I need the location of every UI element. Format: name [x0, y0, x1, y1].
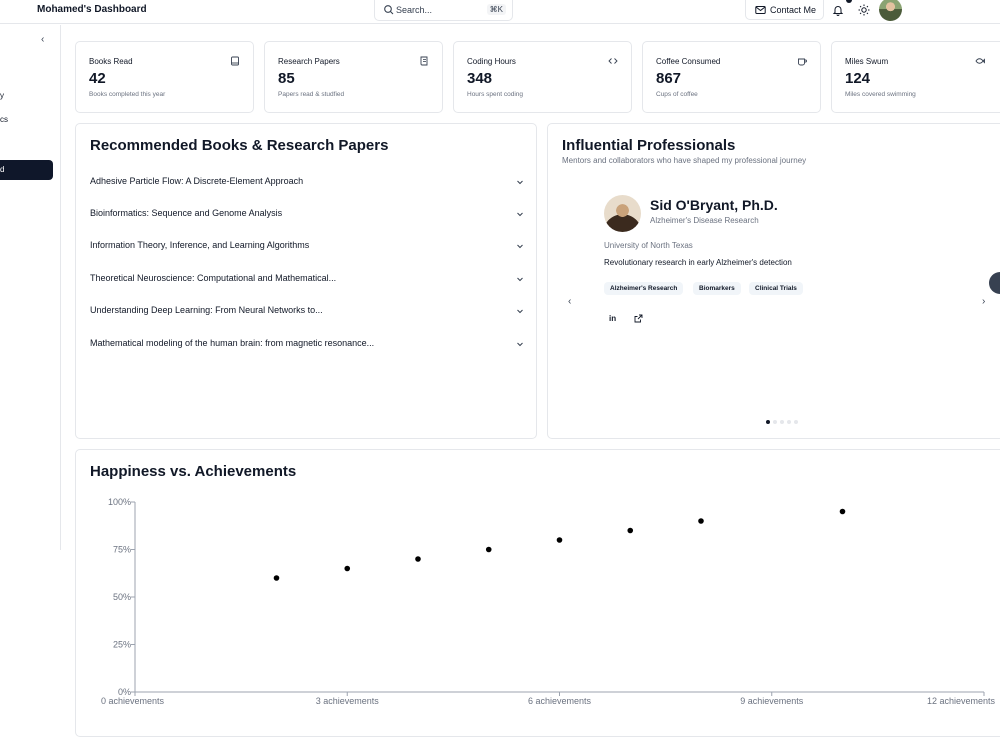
- professional-field: Alzheimer's Disease Research: [650, 216, 759, 225]
- stat-card-research-papers: Research Papers 85 Papers read & studfie…: [264, 41, 443, 113]
- notification-dot: [846, 0, 852, 3]
- tag-badge: Biomarkers: [693, 282, 741, 295]
- bell-icon[interactable]: [832, 4, 844, 16]
- professional-university: University of North Texas: [604, 241, 693, 250]
- contact-me-button[interactable]: Contact Me: [745, 0, 824, 20]
- professionals-subtitle: Mentors and collaborators who have shape…: [562, 156, 807, 165]
- chevron-down-icon: [517, 342, 523, 347]
- coffee-icon: [798, 58, 807, 66]
- book-icon: [231, 56, 239, 66]
- book-title: Mathematical modeling of the human brain…: [90, 338, 375, 348]
- book-item[interactable]: Adhesive Particle Flow: A Discrete-Eleme…: [90, 176, 524, 192]
- stat-description: Cups of coffee: [656, 91, 698, 98]
- professional-name: Sid O'Bryant, Ph.D.: [650, 197, 778, 213]
- sidebar-item-fragment-1[interactable]: y: [0, 91, 4, 100]
- book-item[interactable]: Understanding Deep Learning: From Neural…: [90, 305, 524, 321]
- chevron-down-icon: [517, 309, 523, 314]
- book-title: Understanding Deep Learning: From Neural…: [90, 305, 323, 315]
- chevron-down-icon: [517, 212, 523, 217]
- sidebar-item-fragment-2[interactable]: cs: [0, 115, 8, 124]
- chevron-down-icon: [517, 180, 523, 185]
- stat-label: Miles Swum: [845, 57, 889, 66]
- chart-card: Happiness vs. Achievements: [75, 449, 1000, 737]
- carousel-dot[interactable]: [780, 420, 784, 424]
- tag-badge: Alzheimer's Research: [604, 282, 684, 295]
- scroll-icon: [420, 56, 428, 66]
- search-icon: [384, 5, 394, 15]
- book-item[interactable]: Bioinformatics: Sequence and Genome Anal…: [90, 208, 524, 224]
- professionals-title: Influential Professionals: [562, 137, 736, 154]
- stat-description: Papers read & studfied: [278, 91, 345, 98]
- books-card: Recommended Books & Research Papers Adhe…: [75, 123, 537, 439]
- stat-label: Research Papers: [278, 57, 340, 66]
- carousel-dot[interactable]: [787, 420, 791, 424]
- stat-label: Coffee Consumed: [656, 57, 721, 66]
- book-title: Bioinformatics: Sequence and Genome Anal…: [90, 208, 283, 218]
- sun-icon[interactable]: [858, 4, 870, 16]
- side-widget-button[interactable]: [989, 272, 1000, 294]
- carousel-dot[interactable]: [773, 420, 777, 424]
- stat-description: Hours spent coding: [467, 91, 524, 98]
- book-title: Information Theory, Inference, and Learn…: [90, 240, 310, 250]
- book-title: Theoretical Neuroscience: Computational …: [90, 273, 337, 283]
- stat-value: 124: [845, 70, 871, 87]
- stat-card-coding-hours: Coding Hours 348 Hours spent coding: [453, 41, 632, 113]
- sidebar-item-active[interactable]: d: [0, 160, 53, 180]
- stat-label: Coding Hours: [467, 57, 516, 66]
- stat-label: Books Read: [89, 57, 133, 66]
- professionals-card: Influential Professionals Mentors and co…: [547, 123, 1000, 439]
- search-button[interactable]: Search... ⌘K: [374, 0, 513, 21]
- dashboard-title: Mohamed's Dashboard: [37, 4, 147, 15]
- carousel-next-button[interactable]: ›: [982, 296, 986, 307]
- contact-me-label: Contact Me: [770, 5, 817, 15]
- tag-badge: Clinical Trials: [749, 282, 803, 295]
- chevron-down-icon: [517, 244, 523, 249]
- books-title: Recommended Books & Research Papers: [90, 137, 389, 154]
- user-avatar[interactable]: [879, 0, 902, 21]
- stat-card-miles-swum: Miles Swum 124 Miles covered swimming: [831, 41, 1000, 113]
- carousel-dot-active[interactable]: [766, 420, 770, 424]
- stat-value: 348: [467, 70, 493, 87]
- chevron-down-icon: [517, 277, 523, 282]
- top-bar: Mohamed's Dashboard Search... ⌘K Contact…: [0, 0, 1000, 24]
- stat-value: 42: [89, 70, 106, 87]
- search-placeholder: Search...: [396, 5, 433, 15]
- book-item[interactable]: Mathematical modeling of the human brain…: [90, 338, 524, 354]
- stat-description: Books completed this year: [89, 91, 166, 98]
- book-item[interactable]: Theoretical Neuroscience: Computational …: [90, 273, 524, 289]
- book-item[interactable]: Information Theory, Inference, and Learn…: [90, 240, 524, 256]
- professional-description: Revolutionary research in early Alzheime…: [604, 258, 792, 267]
- linkedin-icon[interactable]: in: [609, 314, 617, 323]
- mail-icon: [755, 6, 766, 14]
- search-shortcut: ⌘K: [486, 4, 506, 15]
- stat-value: 867: [656, 70, 682, 87]
- chart-title: Happiness vs. Achievements: [90, 463, 297, 480]
- chevron-left-icon[interactable]: ‹: [41, 34, 45, 45]
- carousel-dot[interactable]: [794, 420, 798, 424]
- carousel-prev-button[interactable]: ‹: [568, 296, 572, 307]
- stat-value: 85: [278, 70, 295, 87]
- sidebar: ‹ y cs d: [0, 25, 61, 550]
- code-icon: [608, 58, 618, 64]
- external-link-icon[interactable]: [634, 314, 643, 323]
- book-title: Adhesive Particle Flow: A Discrete-Eleme…: [90, 176, 304, 186]
- professional-photo: [604, 195, 641, 232]
- stat-card-books-read: Books Read 42 Books completed this year: [75, 41, 254, 113]
- stat-card-coffee-consumed: Coffee Consumed 867 Cups of coffee: [642, 41, 821, 113]
- fish-icon: [975, 58, 985, 64]
- stat-description: Miles covered swimming: [845, 91, 916, 98]
